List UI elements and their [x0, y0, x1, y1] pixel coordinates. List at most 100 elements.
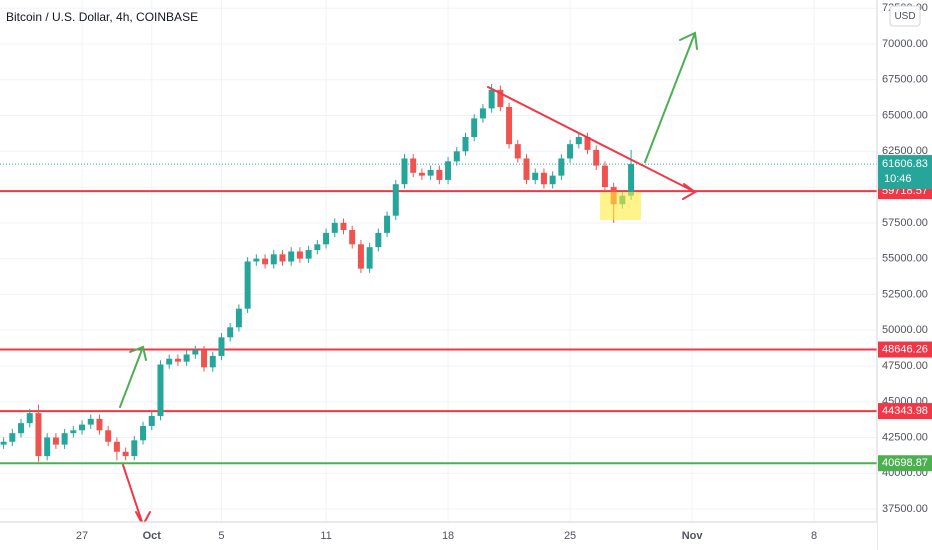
- candle-body: [113, 441, 120, 452]
- candle-body: [270, 254, 277, 265]
- candle-body: [288, 251, 295, 262]
- x-tick-label: 18: [442, 530, 454, 542]
- y-tick-label: 37500.00: [882, 503, 928, 515]
- highlight-box: [600, 192, 641, 220]
- candle-body: [375, 232, 382, 248]
- candle-body: [218, 337, 225, 356]
- candle-body: [0, 441, 7, 445]
- candle-body: [26, 413, 33, 424]
- candle-body: [418, 172, 425, 176]
- y-tick-label: 62500.00: [882, 145, 928, 157]
- x-tick-label: Nov: [682, 530, 704, 542]
- candle-body: [427, 169, 434, 176]
- time-axis: [0, 522, 877, 550]
- level-label-box: [878, 455, 932, 472]
- candle-body: [349, 230, 356, 245]
- candle-body: [540, 172, 547, 185]
- candle-body: [209, 355, 216, 368]
- x-tick-label: Oct: [143, 530, 162, 542]
- candle-body: [436, 169, 443, 180]
- candle-body: [235, 308, 242, 328]
- level-label: 44343.98: [882, 405, 928, 417]
- candle-body: [35, 413, 42, 457]
- candle-body: [462, 136, 469, 152]
- chart-title: Bitcoin / U.S. Dollar, 4h, COINBASE: [6, 10, 198, 24]
- candle-body: [549, 175, 556, 185]
- candle-body: [262, 258, 269, 265]
- candle-body: [514, 144, 521, 159]
- candle-body: [471, 118, 478, 137]
- y-tick-label: 52500.00: [882, 288, 928, 300]
- level-label-box: [878, 403, 932, 420]
- candle-body: [401, 158, 408, 185]
- candle-body: [105, 430, 112, 442]
- level-label-box: [878, 341, 932, 358]
- candle-body: [340, 222, 347, 231]
- y-tick-label: 65000.00: [882, 109, 928, 121]
- candle-body: [174, 358, 181, 362]
- candle-body: [87, 418, 94, 425]
- countdown-label: 10:46: [884, 173, 912, 185]
- candle-body: [201, 350, 208, 368]
- candle-body: [323, 232, 330, 245]
- candle-body: [279, 254, 286, 262]
- candle-body: [575, 136, 582, 145]
- trend-line: [487, 86, 697, 200]
- y-tick-label: 70000.00: [882, 38, 928, 50]
- currency-label[interactable]: USD: [894, 11, 915, 22]
- candle-body: [18, 423, 25, 434]
- candle-body: [122, 451, 129, 457]
- candle-body: [366, 247, 373, 269]
- candle-body: [61, 433, 68, 445]
- y-tick-label: 55000.00: [882, 253, 928, 265]
- candle-body: [410, 158, 417, 173]
- candle-body: [445, 161, 452, 180]
- candle-body: [488, 89, 495, 109]
- candle-body: [506, 106, 513, 145]
- red-arrow: [122, 464, 151, 528]
- candle-body: [166, 358, 173, 365]
- y-tick-label: 57500.00: [882, 217, 928, 229]
- currency-button[interactable]: [889, 5, 921, 27]
- last-price-box: [878, 155, 932, 190]
- candle-body: [253, 258, 260, 262]
- candle-body: [52, 437, 59, 445]
- x-tick-label: 11: [320, 530, 331, 542]
- candle-body: [479, 108, 486, 119]
- candle-body: [305, 250, 312, 259]
- candle-body: [558, 158, 565, 176]
- candle-body: [44, 437, 51, 457]
- candle-body: [244, 261, 251, 309]
- drawings: [119, 31, 698, 528]
- candle-body: [227, 327, 234, 338]
- candle-body: [601, 165, 608, 188]
- candle-body: [131, 440, 138, 457]
- candle-body: [314, 244, 321, 251]
- candle-body: [584, 136, 591, 150]
- last-price-label: 61606.83: [882, 158, 928, 170]
- candle-body: [9, 433, 16, 442]
- candle-body: [453, 151, 460, 162]
- x-tick-label: 27: [76, 530, 88, 542]
- level-label: 48646.26: [882, 343, 928, 355]
- candle-body: [593, 149, 600, 166]
- candle-body: [628, 164, 635, 196]
- candle-body: [532, 172, 539, 180]
- x-tick-label: 8: [811, 530, 817, 542]
- candle-body: [148, 416, 155, 427]
- candle-body: [331, 222, 338, 233]
- green-arrow: [119, 345, 147, 408]
- candle-body: [497, 89, 504, 107]
- candle-body: [79, 424, 86, 431]
- candle-body: [357, 244, 364, 269]
- candle-body: [384, 215, 391, 233]
- x-tick-label: 25: [564, 530, 576, 542]
- candle-body: [140, 426, 147, 441]
- candle-body: [296, 251, 303, 259]
- candle-body: [192, 350, 199, 355]
- y-tick-label: 50000.00: [882, 324, 928, 336]
- candle-body: [523, 158, 530, 180]
- y-tick-label: 47500.00: [882, 360, 928, 372]
- y-tick-label: 67500.00: [882, 74, 928, 86]
- level-label: 40698.87: [882, 457, 928, 469]
